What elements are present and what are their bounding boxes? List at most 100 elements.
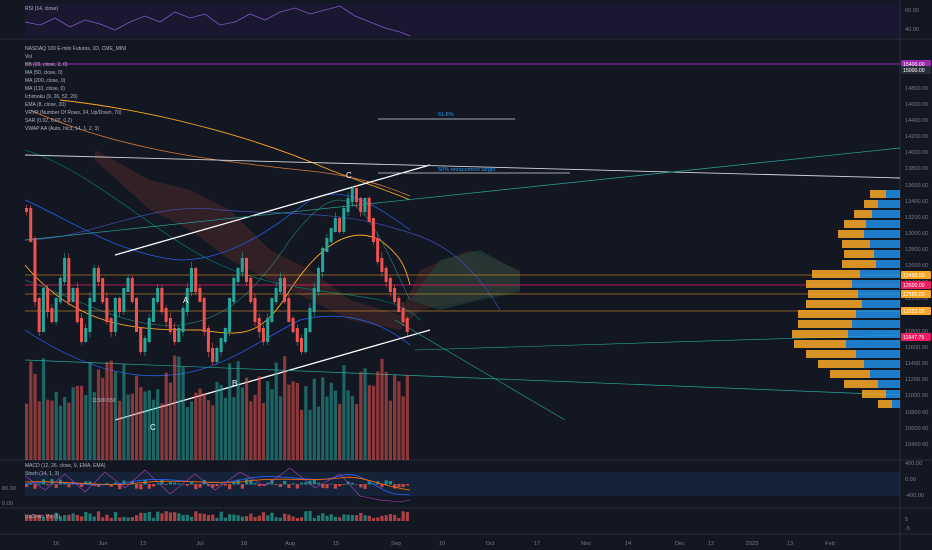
- candle-body: [202, 298, 206, 332]
- indicator-sar[interactable]: SAR (0.02, 0.02, 0.2): [25, 118, 72, 124]
- vp-row-up: [864, 230, 900, 238]
- updown-bar: [321, 513, 325, 521]
- stoch-axis-80: 80.00: [2, 486, 16, 492]
- candle-body: [156, 288, 160, 302]
- macd-bar: [63, 482, 67, 485]
- main-legend[interactable]: NASDAQ 100 E-mini Futures, 1D, CME_MINI …: [25, 46, 126, 132]
- volume-bar: [198, 388, 202, 460]
- vwap-line: [24, 208, 501, 311]
- vp-row-up: [878, 380, 900, 388]
- updown-bar: [126, 517, 130, 521]
- updown-bar: [304, 511, 308, 521]
- updown-bar: [249, 513, 253, 521]
- volume-bar: [397, 381, 401, 460]
- volume-bar: [312, 378, 316, 460]
- candle-body: [300, 338, 303, 352]
- volume-bar: [380, 358, 384, 460]
- volume-bar: [50, 400, 54, 460]
- vp-row-down: [838, 230, 864, 238]
- indicator-ma200[interactable]: MA (200, close, 0): [25, 78, 66, 84]
- volume-bar: [338, 403, 342, 460]
- candle-body: [88, 298, 92, 332]
- updown-bar: [101, 517, 105, 521]
- updown-bar: [359, 512, 363, 521]
- time-tick: 12: [708, 541, 714, 547]
- candle-body: [185, 288, 189, 312]
- updown-bar: [58, 516, 63, 521]
- updown-bar: [401, 511, 405, 521]
- vp-row-down: [854, 210, 872, 218]
- indicator-vwap[interactable]: VWAP AA (Auto, hlc3, 14, 1, 2, 3): [25, 126, 99, 132]
- updown-bar: [291, 516, 295, 521]
- vp-row-up: [866, 220, 900, 228]
- indicator-ma50[interactable]: MA (50, close, 0): [25, 70, 63, 76]
- volume-bar: [135, 375, 139, 460]
- volume-bar: [206, 400, 211, 460]
- candle-body: [71, 288, 75, 302]
- indicator-ichimoku[interactable]: Ichimoku (9, 26, 52, 26): [25, 94, 78, 100]
- candle-body: [245, 258, 248, 282]
- volume-bar: [359, 371, 363, 460]
- volume-bar: [160, 403, 164, 460]
- macd-bar: [54, 484, 58, 488]
- updown-bar: [363, 515, 367, 521]
- vp-row-up: [848, 330, 900, 338]
- macd-bar: [177, 483, 181, 485]
- volume-bar: [278, 396, 283, 460]
- updown-legend[interactable]: UpDown Vol (5): [25, 514, 60, 520]
- updown-bar: [355, 515, 359, 521]
- updown-bar: [63, 515, 67, 521]
- macd-bar: [198, 484, 202, 488]
- ichimoku-line: [24, 149, 421, 321]
- candle-body: [278, 278, 282, 292]
- volume-bar: [54, 391, 58, 460]
- volume-bar: [388, 400, 393, 460]
- volume-bar: [253, 394, 257, 460]
- macd-bar: [232, 481, 236, 485]
- vp-row-up: [870, 370, 900, 378]
- updown-bar: [143, 512, 147, 521]
- vp-row-down: [878, 400, 892, 408]
- price-axis[interactable]: 14800.00 14600.00 14400.00 14200.00 14000.00…: [905, 86, 928, 448]
- macd-bar: [130, 481, 134, 485]
- symbol-title[interactable]: NASDAQ 100 E-mini Futures, 1D, CME_MINI: [25, 46, 126, 52]
- svg-text:12253.00: 12253.00: [903, 309, 925, 315]
- indicator-vrvp[interactable]: VRVP (Number Of Rows, 24, Up/Down, 70): [25, 110, 122, 116]
- candle-body: [342, 208, 346, 232]
- stoch-legend[interactable]: Stoch (14, 1, 3): [25, 471, 60, 477]
- indicator-ema[interactable]: EMA (8, close, 20): [25, 102, 66, 108]
- updown-bar: [92, 516, 96, 521]
- candle-body: [283, 278, 287, 302]
- vp-row-down: [798, 310, 856, 318]
- macd-bar: [37, 483, 41, 485]
- trendline-horizontal: [24, 154, 901, 179]
- indicator-ma110[interactable]: MA (110, close, 0): [25, 86, 65, 92]
- time-axis[interactable]: 16 Jun 13 Jul 18 Aug 15 Sep 10 Oct 17 Nov 14 Dec 12 202…: [53, 541, 835, 547]
- updown-bar: [376, 517, 380, 521]
- wave-a-label: A: [183, 296, 189, 305]
- updown-bar: [88, 513, 92, 521]
- macd-line: [24, 473, 411, 496]
- trendline-long-down: [24, 359, 901, 396]
- candle-body: [105, 298, 109, 322]
- macd-bar: [261, 484, 266, 486]
- macd-legend[interactable]: MACD (12, 26, close, 9, EMA, EMA): [25, 463, 106, 469]
- rsi-pane-band: [25, 3, 900, 37]
- indicator-vol[interactable]: Vol: [25, 54, 32, 60]
- indicator-bb[interactable]: BB (20, close, 2, 0): [25, 62, 68, 68]
- updown-bar: [67, 514, 71, 521]
- price-tick: 14600.00: [905, 102, 928, 108]
- svg-text:15400.00: 15400.00: [903, 62, 925, 68]
- candle-body: [371, 218, 375, 242]
- macd-bar: [84, 481, 88, 485]
- volume-bar: [346, 390, 350, 460]
- rsi-legend[interactable]: RSI (14, close): [25, 6, 58, 12]
- volume-bar: [101, 377, 105, 460]
- updown-bar: [96, 511, 101, 521]
- updown-bar: [245, 516, 249, 521]
- updown-bar: [164, 511, 168, 521]
- macd-bar: [240, 484, 244, 489]
- updown-bar: [29, 515, 33, 521]
- price-tick: 14200.00: [905, 134, 928, 140]
